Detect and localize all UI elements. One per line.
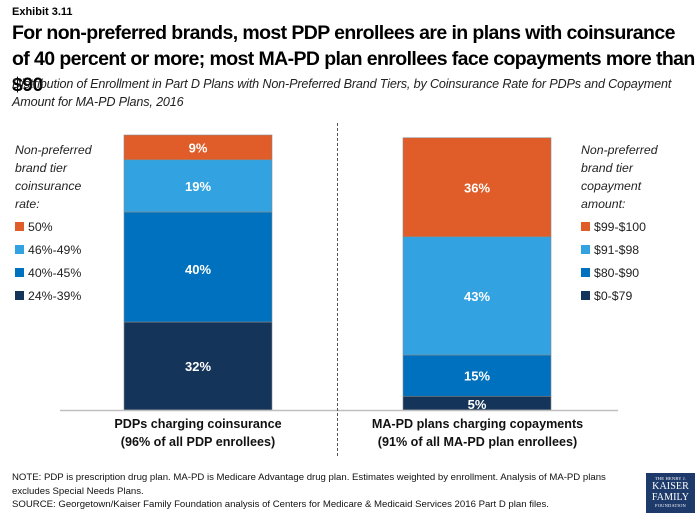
legend-label: 46%-49% bbox=[28, 242, 82, 257]
legend-item: $99-$100 bbox=[581, 215, 696, 238]
legend-swatch bbox=[581, 291, 590, 300]
legend-label: $91-$98 bbox=[594, 242, 640, 257]
legend-label: 24%-39% bbox=[28, 288, 82, 303]
legend-label: $80-$90 bbox=[594, 265, 640, 280]
legend-item: 50% bbox=[15, 215, 115, 238]
bar-segment-pdp-46-49 bbox=[123, 159, 273, 213]
legend-label: $0-$79 bbox=[594, 288, 633, 303]
footnotes: NOTE: PDP is prescription drug plan. MA-… bbox=[12, 471, 642, 512]
legend-item: 24%-39% bbox=[15, 284, 115, 307]
data-label: 40% bbox=[185, 262, 211, 277]
source-text: SOURCE: Georgetown/Kaiser Family Foundat… bbox=[12, 499, 549, 510]
bar-segment-mapd-91-98 bbox=[402, 236, 552, 356]
legend-label: 40%-45% bbox=[28, 265, 82, 280]
exhibit-number: Exhibit 3.11 bbox=[12, 6, 73, 18]
bar-segment-pdp-50 bbox=[123, 134, 273, 161]
bar-segment-mapd-80-90 bbox=[402, 354, 552, 397]
category-label-mapd: MA-PD plans charging copayments (91% of … bbox=[350, 415, 605, 451]
legend-item: $80-$90 bbox=[581, 261, 696, 284]
chart-subtitle: Distribution of Enrollment in Part D Pla… bbox=[12, 77, 672, 109]
data-label: 32% bbox=[185, 359, 211, 374]
data-label: 5% bbox=[468, 397, 487, 412]
logo-line: FAMILY bbox=[651, 491, 690, 503]
legend-swatch bbox=[15, 222, 24, 231]
legend-swatch bbox=[581, 245, 590, 254]
legend-item: $91-$98 bbox=[581, 238, 696, 261]
legend-title-line: coinsurance bbox=[15, 179, 82, 193]
category-label-line: (96% of all PDP enrollees) bbox=[120, 435, 276, 449]
legend-title-line: Non-preferred bbox=[581, 143, 658, 157]
data-label: 43% bbox=[464, 289, 490, 304]
legend-coinsurance-rate: Non-preferred brand tier coinsurance rat… bbox=[15, 141, 115, 307]
data-label: 15% bbox=[464, 369, 490, 384]
legend-title-line: Non-preferred bbox=[15, 143, 92, 157]
legend-title-line: amount: bbox=[581, 197, 626, 211]
legend-copayment-amount: Non-preferred brand tier copayment amoun… bbox=[581, 141, 696, 307]
legend-label: $99-$100 bbox=[594, 219, 646, 234]
legend-swatch bbox=[15, 291, 24, 300]
legend-title-line: brand tier bbox=[581, 161, 633, 175]
note-text: NOTE: PDP is prescription drug plan. MA-… bbox=[12, 472, 606, 497]
logo-line: FOUNDATION bbox=[655, 503, 686, 508]
category-label-line: MA-PD plans charging copayments bbox=[371, 417, 584, 431]
category-label-line: (91% of all MA-PD plan enrollees) bbox=[377, 435, 578, 449]
legend-title-line: copayment bbox=[581, 179, 642, 193]
legend-title: Non-preferred brand tier copayment amoun… bbox=[581, 141, 696, 213]
legend-label: 50% bbox=[28, 219, 53, 234]
legend-swatch bbox=[581, 222, 590, 231]
data-label: 19% bbox=[185, 179, 211, 194]
logo-line: KAISER bbox=[652, 481, 689, 492]
legend-swatch bbox=[15, 245, 24, 254]
bar-segment-pdp-40-45 bbox=[123, 211, 273, 323]
chart-title: For non-preferred brands, most PDP enrol… bbox=[12, 22, 695, 96]
bar-segment-mapd-99-100 bbox=[402, 137, 552, 238]
category-label-line: PDPs charging coinsurance bbox=[114, 417, 282, 431]
legend-item: $0-$79 bbox=[581, 284, 696, 307]
kff-logo: THE HENRY J. KAISER FAMILY FOUNDATION bbox=[646, 473, 695, 513]
legend-title: Non-preferred brand tier coinsurance rat… bbox=[15, 141, 115, 213]
legend-item: 46%-49% bbox=[15, 238, 115, 261]
data-label: 9% bbox=[189, 140, 208, 155]
data-label: 36% bbox=[464, 180, 490, 195]
legend-title-line: brand tier bbox=[15, 161, 67, 175]
legend-swatch bbox=[581, 268, 590, 277]
legend-item: 40%-45% bbox=[15, 261, 115, 284]
legend-swatch bbox=[15, 268, 24, 277]
category-label-pdp: PDPs charging coinsurance (96% of all PD… bbox=[98, 415, 298, 451]
logo-line: THE HENRY J. bbox=[654, 476, 687, 481]
bars-layer: 32% 40% 19% 9% 5% 15% 43% 36% bbox=[123, 134, 552, 412]
legend-title-line: rate: bbox=[15, 197, 40, 211]
